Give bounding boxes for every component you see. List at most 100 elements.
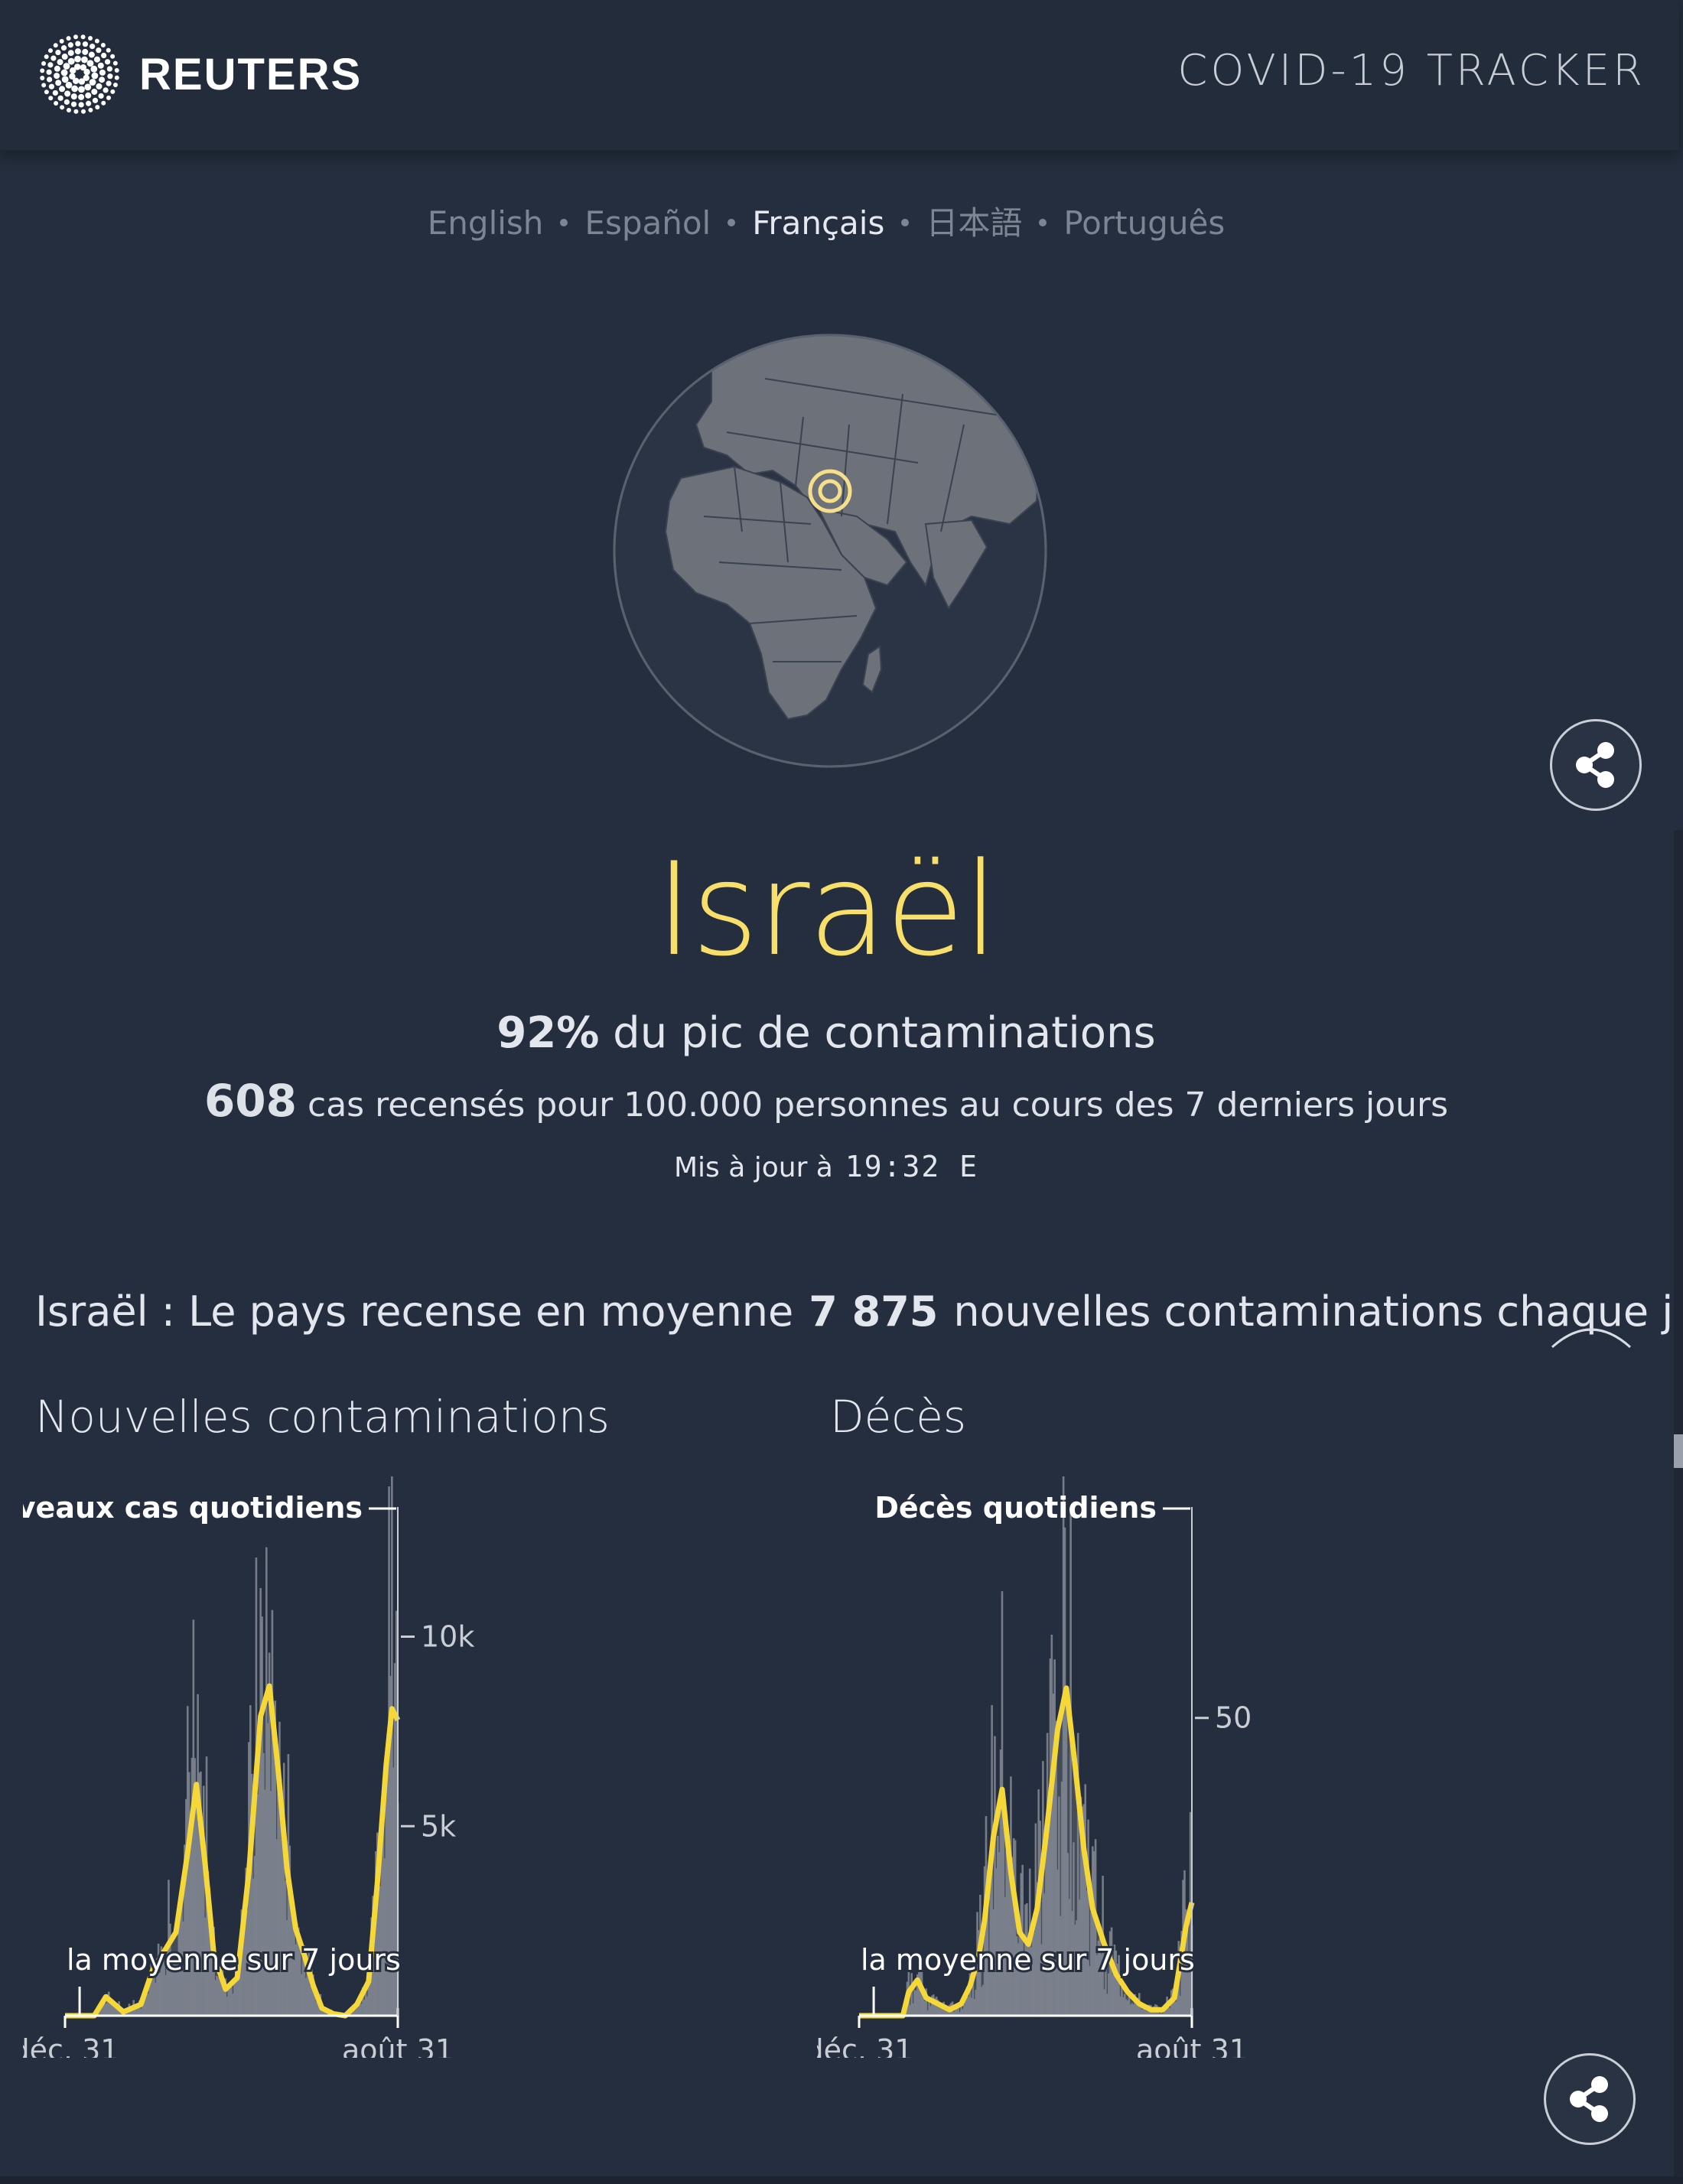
daily-bar bbox=[1122, 1997, 1125, 2016]
daily-bar bbox=[190, 1757, 194, 2016]
daily-bar bbox=[395, 1610, 398, 2016]
daily-bar bbox=[303, 1945, 306, 2016]
daily-bar bbox=[389, 1675, 392, 2016]
daily-bar bbox=[230, 1987, 233, 2016]
daily-bar bbox=[174, 1951, 177, 2016]
daily-bar bbox=[1004, 1897, 1007, 2016]
daily-bar bbox=[202, 1785, 205, 2016]
daily-bar bbox=[1092, 1851, 1095, 2016]
daily-bar bbox=[153, 1974, 155, 2016]
daily-bar bbox=[243, 1920, 246, 2016]
daily-bar bbox=[980, 1987, 983, 2016]
daily-bar bbox=[246, 1910, 249, 2016]
daily-bar bbox=[301, 1949, 304, 2016]
daily-bar bbox=[1123, 1994, 1126, 2016]
peak-percent: 92% bbox=[496, 1008, 600, 1058]
lang-espanol[interactable]: Español bbox=[584, 204, 711, 242]
headline-value: 7 875 bbox=[809, 1287, 939, 1336]
daily-bar bbox=[1107, 1973, 1110, 2016]
daily-bar bbox=[150, 1959, 152, 2016]
daily-bar bbox=[366, 1996, 369, 2016]
avg-label: la moyenne sur 7 jours bbox=[67, 1943, 401, 1977]
daily-bar bbox=[1011, 1857, 1014, 2016]
daily-bar bbox=[963, 2004, 965, 2016]
daily-bar bbox=[1174, 2001, 1177, 2016]
daily-bar bbox=[941, 2006, 944, 2016]
daily-bar bbox=[233, 1980, 236, 2016]
daily-bar bbox=[981, 1984, 985, 2016]
cases-text: cas recensés pour 100.000 personnes au c… bbox=[308, 1085, 1449, 1125]
daily-bar bbox=[216, 1975, 218, 2016]
scrollbar[interactable] bbox=[1674, 830, 1683, 2184]
lang-japanese[interactable]: 日本語 bbox=[926, 204, 1023, 242]
daily-bar bbox=[1047, 1804, 1050, 2016]
daily-bar bbox=[151, 1968, 154, 2016]
daily-bar bbox=[1060, 1781, 1063, 2016]
daily-bar bbox=[154, 1982, 157, 2016]
daily-bar bbox=[988, 1951, 991, 2016]
daily-bar bbox=[1110, 1927, 1113, 2016]
daily-bar bbox=[245, 1867, 247, 2016]
daily-bar bbox=[262, 1753, 265, 2016]
daily-bar bbox=[1141, 2009, 1144, 2016]
daily-bar bbox=[1078, 1899, 1081, 2016]
country-name: Israël bbox=[655, 835, 998, 985]
daily-bar bbox=[227, 1985, 230, 2016]
daily-bar bbox=[309, 1985, 311, 2016]
daily-bar bbox=[240, 1909, 243, 2016]
lang-francais[interactable]: Français bbox=[752, 204, 885, 242]
daily-bar bbox=[259, 1587, 262, 2016]
daily-bar bbox=[912, 2003, 914, 2016]
avg-area bbox=[859, 1688, 1192, 2016]
daily-bar bbox=[102, 2005, 104, 2016]
daily-bar bbox=[1115, 1950, 1118, 2016]
share-button-bottom[interactable] bbox=[1544, 2053, 1636, 2145]
daily-bar bbox=[1066, 1853, 1069, 2016]
daily-bar bbox=[916, 1974, 919, 2016]
daily-bar bbox=[1089, 1966, 1091, 2016]
series-label: Nouveaux cas quotidiens bbox=[23, 1491, 363, 1525]
daily-bar bbox=[198, 1772, 200, 2016]
daily-bar bbox=[189, 1821, 192, 2016]
daily-bar bbox=[210, 1945, 213, 2016]
daily-bar bbox=[1163, 2012, 1166, 2016]
share-icon bbox=[1576, 742, 1614, 788]
daily-bar bbox=[1068, 1899, 1071, 2016]
daily-bar bbox=[391, 1476, 393, 2016]
daily-bar bbox=[929, 2006, 932, 2016]
daily-bar bbox=[239, 1969, 242, 2016]
daily-bar bbox=[978, 1929, 980, 2016]
daily-bar bbox=[983, 1866, 986, 2016]
collapse-arc-icon[interactable] bbox=[1549, 1320, 1633, 1350]
daily-bar bbox=[356, 2007, 358, 2016]
daily-bar bbox=[1076, 1733, 1079, 2016]
daily-bar bbox=[1176, 1993, 1179, 2016]
daily-bar bbox=[998, 1852, 1001, 2016]
daily-bar bbox=[131, 2007, 134, 2016]
daily-bar bbox=[379, 1886, 382, 2016]
daily-bar bbox=[1071, 1911, 1073, 2016]
daily-bar bbox=[936, 2000, 939, 2016]
daily-bar bbox=[308, 1948, 310, 2016]
daily-bar bbox=[1084, 1784, 1087, 2016]
daily-bar bbox=[314, 2001, 317, 2016]
lang-english[interactable]: English bbox=[427, 204, 544, 242]
reuters-logo[interactable]: REUTERS bbox=[38, 32, 362, 116]
daily-bar bbox=[218, 1977, 221, 2016]
daily-bar bbox=[107, 1991, 110, 2016]
daily-bar bbox=[1058, 1796, 1060, 2016]
daily-bar bbox=[959, 2012, 961, 2016]
daily-bar bbox=[313, 1986, 316, 2016]
daily-bar bbox=[1005, 1850, 1008, 2016]
daily-bar bbox=[160, 1946, 163, 2016]
daily-bar bbox=[1108, 1931, 1112, 2016]
tracker-title[interactable]: COVID-19 TRACKER bbox=[1177, 46, 1646, 96]
lang-portugues[interactable]: Português bbox=[1063, 204, 1226, 242]
daily-bar bbox=[970, 1997, 973, 2016]
daily-bar bbox=[922, 1991, 925, 2016]
scrollbar-thumb[interactable] bbox=[1674, 1434, 1683, 1468]
daily-bar bbox=[148, 1975, 151, 2016]
share-button[interactable] bbox=[1550, 719, 1642, 811]
daily-bar bbox=[1116, 1963, 1118, 2016]
daily-bar bbox=[1106, 1994, 1108, 2016]
